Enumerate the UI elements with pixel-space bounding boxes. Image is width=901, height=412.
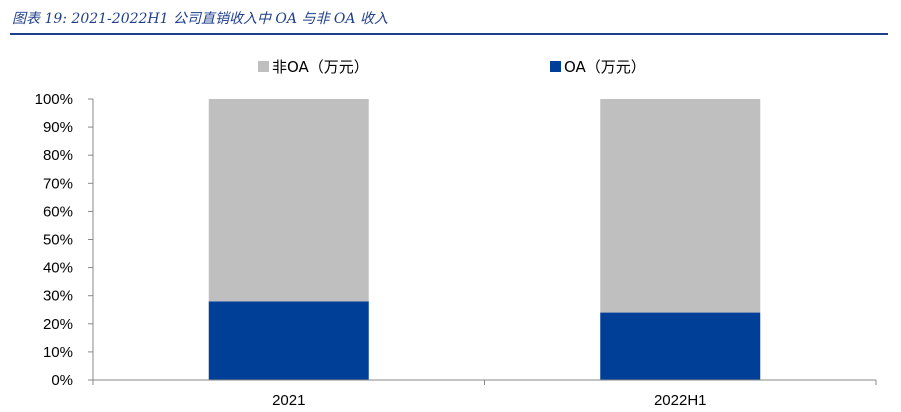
y-tick-label: 80% [43, 147, 73, 164]
bar-non-oa-2021 [208, 99, 369, 302]
y-tick-label: 40% [43, 260, 73, 277]
bar-oa-2021 [208, 301, 369, 380]
legend: 非OA（万元） OA（万元） [258, 58, 646, 76]
y-tick-label: 20% [43, 316, 73, 333]
bar-non-oa-2022H1 [600, 99, 761, 313]
legend-label-non-oa: 非OA（万元） [272, 58, 369, 76]
y-tick-label: 30% [43, 288, 73, 305]
bars [208, 99, 761, 380]
legend-label-oa: OA（万元） [564, 58, 646, 76]
x-axis-categories: 2021 2022H1 [272, 392, 706, 409]
bar-oa-2022H1 [600, 312, 761, 380]
legend-swatch-oa [550, 61, 561, 72]
y-axis-ticks: 0% 10% 20% 30% 40% 50% 60% 70% 80% 90% 100% [35, 91, 93, 389]
y-tick-label: 10% [43, 344, 73, 361]
y-tick-label: 60% [43, 203, 73, 220]
legend-swatch-non-oa [258, 61, 269, 72]
y-tick-label: 70% [43, 175, 73, 192]
y-tick-label: 0% [51, 372, 73, 389]
chart-title: 图表 19: 2021-2022H1 公司直销收入中 OA 与非 OA 收入 [12, 11, 388, 27]
x-category-label: 2022H1 [654, 392, 707, 409]
y-tick-label: 90% [43, 119, 73, 136]
y-tick-label: 50% [43, 232, 73, 249]
title-divider [10, 33, 888, 35]
y-tick-label: 100% [35, 91, 73, 108]
axes [92, 99, 877, 385]
x-category-label: 2021 [272, 392, 305, 409]
